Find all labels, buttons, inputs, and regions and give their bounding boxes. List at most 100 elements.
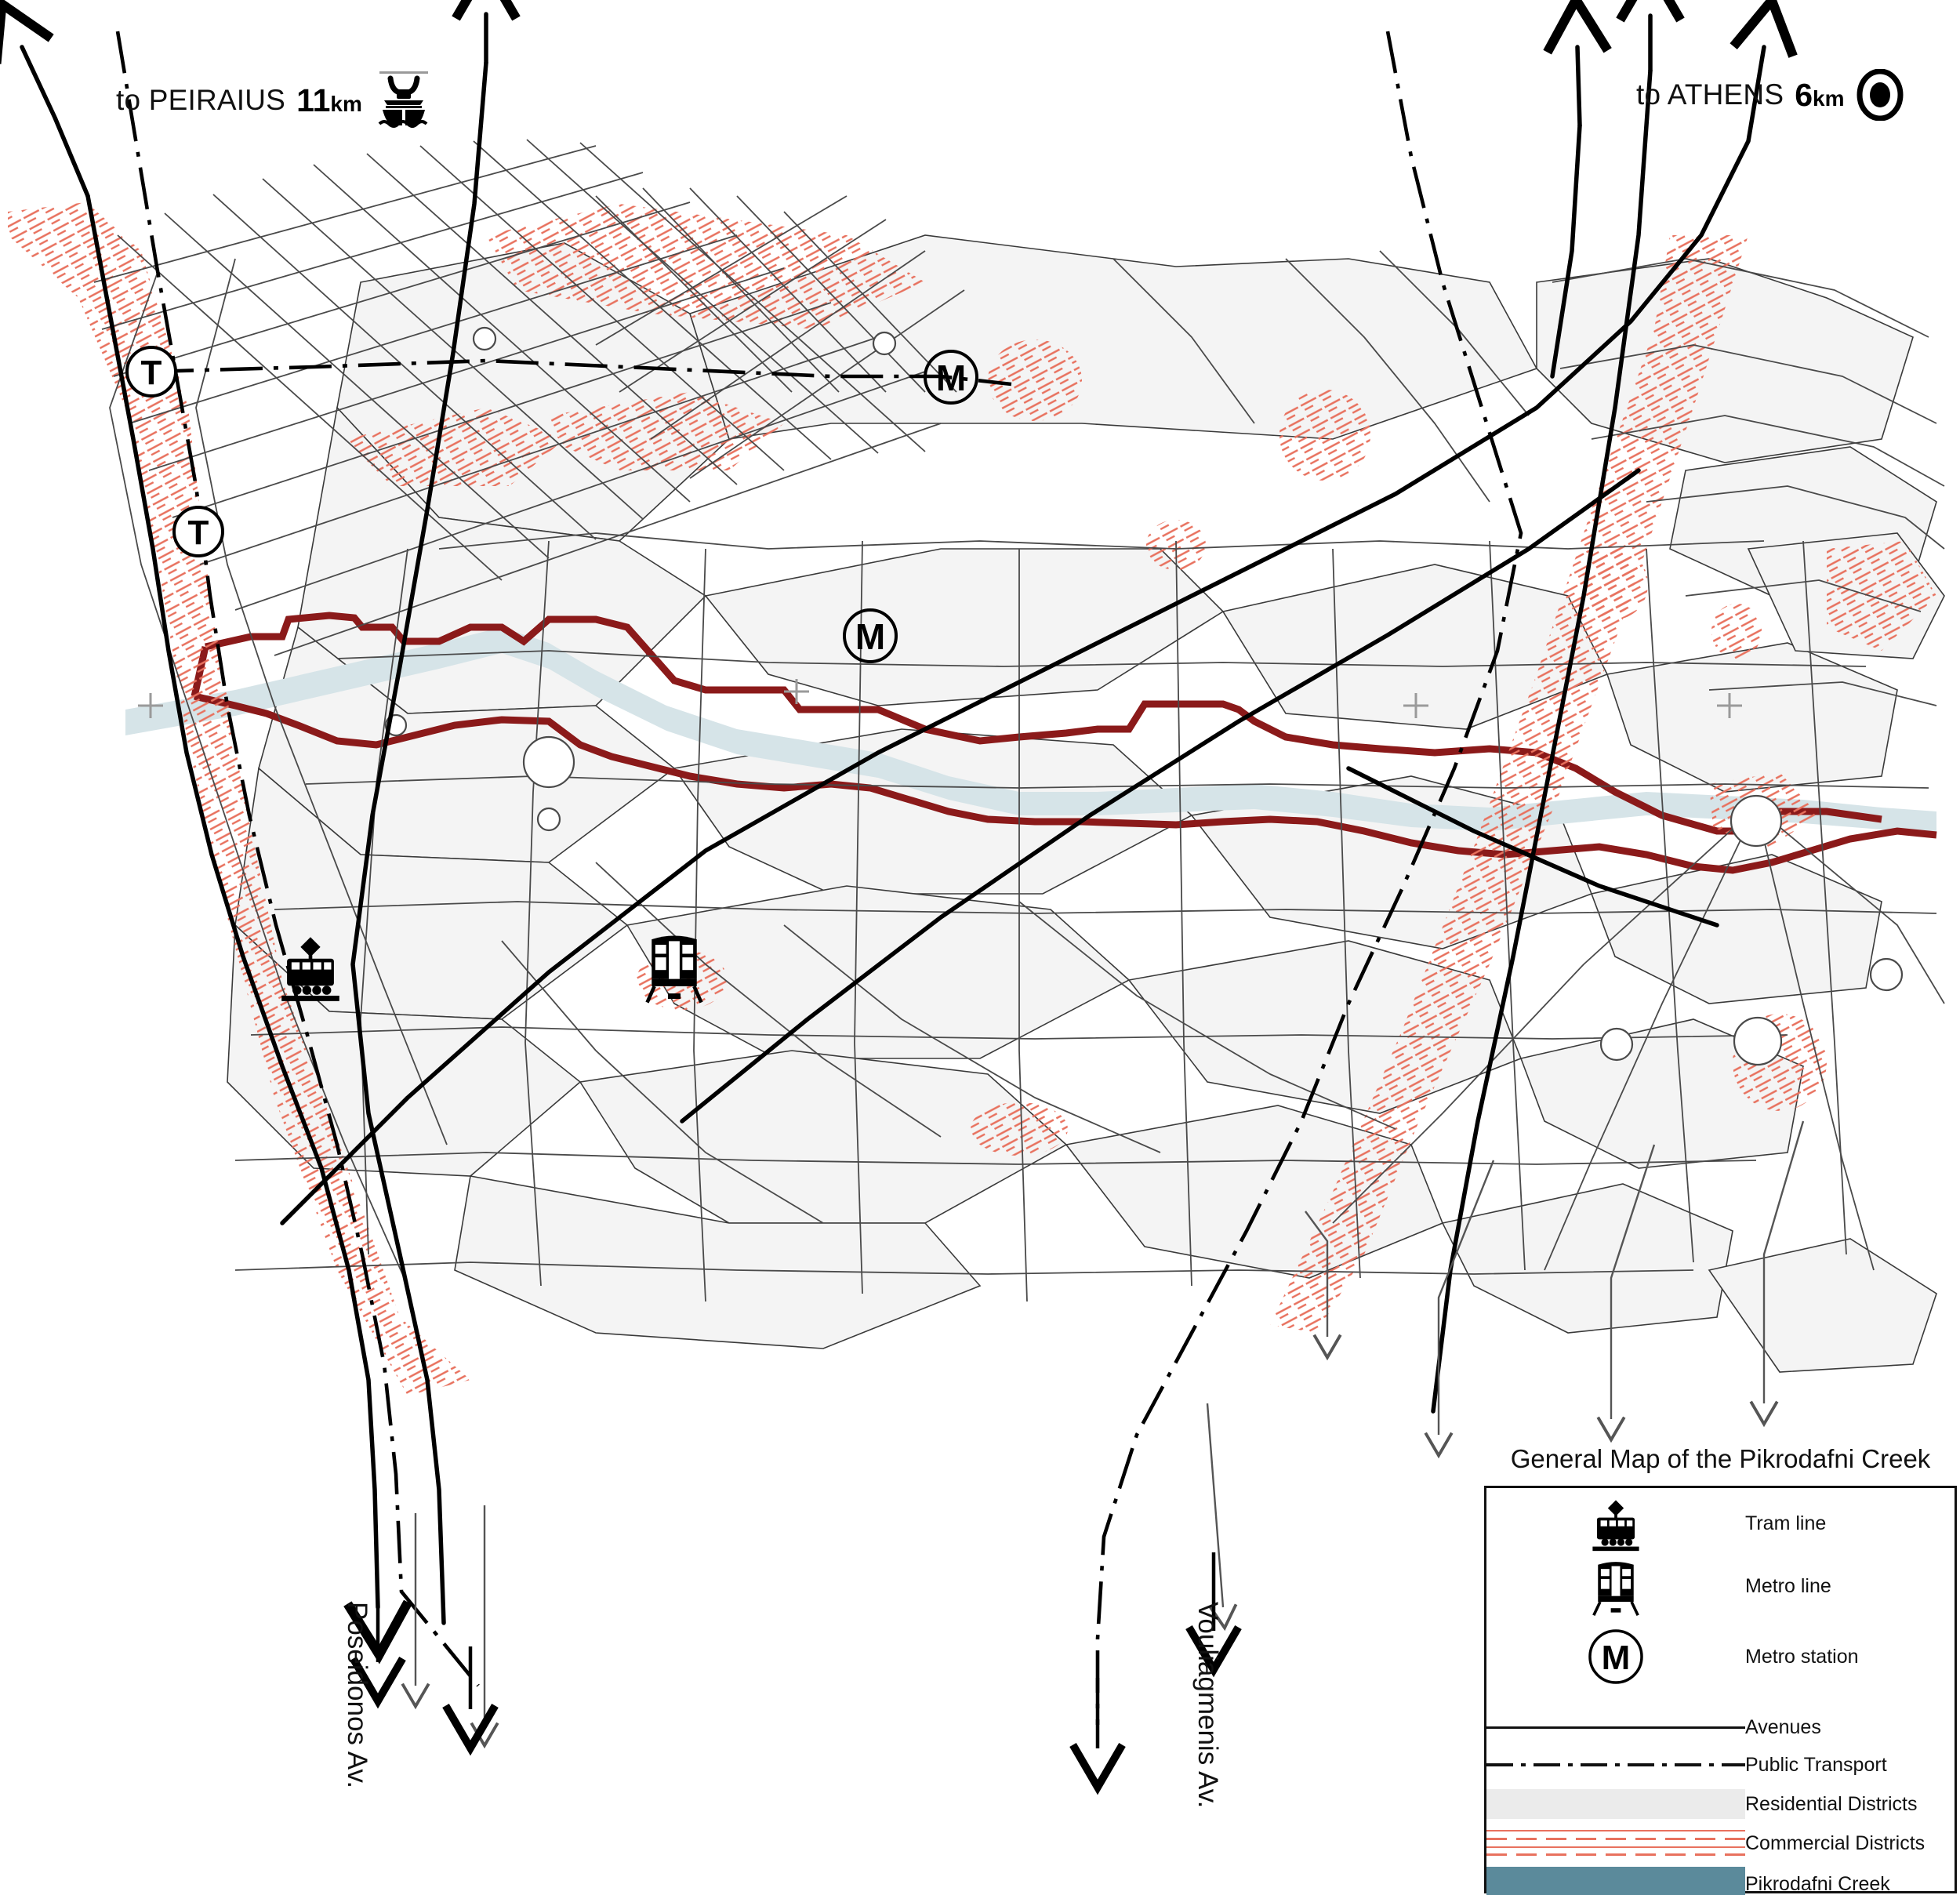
avenue-end-arrows <box>350 1552 1242 1795</box>
avenue-to-athens-a <box>1543 0 1612 128</box>
roundabout <box>472 326 497 351</box>
direction-arrow <box>1596 1144 1656 1443</box>
residential-district <box>579 1050 1068 1224</box>
destination-athens: to ATHENS 6km <box>1636 69 1904 121</box>
residential-district <box>454 1175 982 1349</box>
residential-district <box>704 548 1225 706</box>
residential-district <box>1708 1238 1937 1373</box>
survey-cross-marks <box>138 679 1742 718</box>
commercial-swatch <box>1486 1827 1745 1860</box>
legend-row-avenues: Avenues <box>1486 1698 1955 1756</box>
roundabout <box>1869 957 1904 992</box>
avenue-label-poseidonos: Poseidonos Av. <box>342 1602 372 1789</box>
dash-dot-line-swatch <box>1486 1763 1745 1766</box>
legend-label: Tram line <box>1745 1512 1827 1534</box>
roundabout <box>872 331 897 356</box>
commercial-district <box>8 202 470 1396</box>
commercial-district <box>971 1102 1068 1156</box>
legend-label: Metro station <box>1745 1645 1859 1668</box>
station-markers: T T M M <box>125 346 978 663</box>
roundabouts <box>384 326 1904 1066</box>
tram-station-marker: T <box>172 506 224 557</box>
destination-distance: 6km <box>1795 76 1845 113</box>
avenues-layer <box>0 0 1798 1664</box>
commercial-district <box>486 204 925 329</box>
direction-arrow <box>1206 1403 1238 1632</box>
ship-port-icon <box>373 69 434 132</box>
legend-row-public-transport: Public Transport <box>1486 1736 1955 1794</box>
destination-label: to PEIRAIUS <box>116 84 286 116</box>
avenue-label-vouliagmenis: Vouliagmenis Av. <box>1192 1602 1223 1809</box>
residential-district <box>1606 642 1898 793</box>
public-transport-layer <box>115 31 1523 1725</box>
commercial-district <box>1827 541 1936 651</box>
metro-line <box>1095 31 1523 1725</box>
metro-station-marker: M <box>924 350 978 405</box>
tram-branch <box>151 358 1012 387</box>
avenue-poseidonos <box>85 194 412 1664</box>
city-center-bullseye-icon <box>1856 69 1904 121</box>
legend-row-metro-station: M Metro station <box>1486 1628 1955 1686</box>
avenue-diagonal-2 <box>680 468 1641 1124</box>
legend-label: Residential Districts <box>1745 1792 1918 1815</box>
roundabout <box>522 735 575 789</box>
avenue-to-athens-b <box>1550 123 1582 379</box>
avenue-to-peiraius <box>0 0 90 198</box>
metro-icon <box>645 935 703 1004</box>
commercial-district <box>1279 390 1370 481</box>
tram-icon <box>1486 1494 1745 1552</box>
destination-label: to ATHENS <box>1636 78 1784 111</box>
metro-icon <box>1486 1555 1745 1617</box>
solid-line-swatch <box>1486 1726 1745 1729</box>
residential-district <box>1441 1183 1733 1334</box>
legend-row-commercial: Commercial Districts <box>1486 1814 1955 1872</box>
tram-station-marker: T <box>125 346 177 398</box>
legend-label: Public Transport <box>1745 1753 1887 1776</box>
commercial-district <box>1270 235 1748 1333</box>
legend-row-residential: Residential Districts <box>1486 1775 1955 1833</box>
commercial-district <box>549 392 784 470</box>
svg-text:M: M <box>936 358 966 398</box>
legend-label: Avenues <box>1745 1715 1821 1738</box>
roundabout <box>1730 794 1783 848</box>
direction-arrow <box>1305 1211 1342 1361</box>
roundabout <box>1733 1016 1783 1066</box>
commercial-district <box>345 408 564 486</box>
legend-label: Metro line <box>1745 1574 1831 1597</box>
pikrodafni-creek-water <box>125 627 1936 833</box>
legend-label: Pikrodafni Creek <box>1745 1872 1890 1895</box>
legend-label: Commercial Districts <box>1745 1831 1926 1854</box>
avenue-mouth <box>1346 766 1719 928</box>
avenue-vouliagmenis <box>1431 68 1653 1414</box>
svg-text:M: M <box>1602 1639 1631 1677</box>
legend-title: General Map of the Pikrodafni Creek <box>1510 1444 1931 1473</box>
roundabout <box>1599 1027 1634 1062</box>
tram-line <box>115 31 480 1687</box>
residential-district <box>1590 854 1882 1004</box>
avenue-coastal-2 <box>350 60 488 1625</box>
destination-distance: 11km <box>296 82 362 118</box>
destination-peiraius: to PEIRAIUS 11km <box>116 69 434 132</box>
metro-station-m-icon: M <box>1486 1628 1745 1686</box>
roundabout <box>536 807 561 832</box>
residential-swatch <box>1486 1789 1745 1819</box>
svg-text:T: T <box>188 514 209 552</box>
creek-swatch <box>1486 1867 1745 1895</box>
residential-district <box>626 885 1131 1059</box>
residential-district <box>1519 1018 1804 1169</box>
avenue-diagonal-main <box>280 0 1798 1225</box>
legend-row-creek: Pikrodafni Creek <box>1486 1855 1955 1895</box>
outgoing-direction-arrows <box>401 1120 1805 1749</box>
legend-panel: Tram line Metro line <box>1484 1486 1957 1895</box>
commercial-district <box>988 339 1082 421</box>
svg-text:T: T <box>141 354 162 392</box>
svg-text:M: M <box>855 616 885 657</box>
legend-row-tram-line: Tram line <box>1486 1494 1955 1552</box>
street-network <box>93 139 1945 1302</box>
commercial-district <box>1711 604 1762 659</box>
legend-row-metro-line: Metro line <box>1486 1555 1955 1617</box>
direction-arrow <box>1749 1120 1805 1428</box>
metro-station-marker: M <box>843 608 898 663</box>
